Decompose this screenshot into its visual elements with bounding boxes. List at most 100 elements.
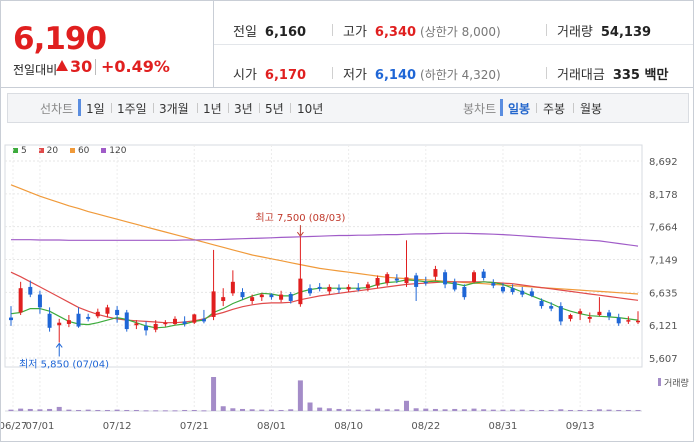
- candle-body: [365, 284, 370, 289]
- legend-ma20: 20: [38, 146, 59, 156]
- high-arrowhead: [296, 231, 304, 237]
- candle-daily[interactable]: 일봉: [508, 102, 531, 116]
- quote-panel: 6,190 전일대비 30 +0.49% 전일 6,160 고가 6,340 (상한가…: [1, 1, 693, 88]
- volume-bar: [162, 410, 168, 412]
- volume-bar: [490, 409, 496, 411]
- period-1d[interactable]: 1일: [86, 102, 105, 116]
- candle-body: [587, 316, 592, 319]
- volume-label: 거래량: [664, 377, 689, 389]
- volume-bar: [191, 409, 197, 411]
- stat-volume: 거래량 54,139: [557, 21, 651, 40]
- candle-body: [288, 293, 293, 301]
- volume-bar: [56, 406, 62, 411]
- candle-body: [433, 269, 438, 277]
- legend-ma120: 120: [101, 146, 126, 156]
- candle-weekly[interactable]: 주봉: [543, 102, 566, 116]
- legend-swatch: [101, 148, 107, 153]
- candle-body: [115, 309, 120, 316]
- period-1w[interactable]: 1주일: [117, 102, 147, 116]
- stat-sub: (상한가 8,000): [420, 25, 501, 39]
- candle-monthly[interactable]: 월봉: [580, 102, 603, 116]
- volume-bar: [249, 409, 255, 411]
- volume-bar: [471, 408, 477, 411]
- period-3y[interactable]: 3년: [234, 102, 253, 116]
- stat-label: 고가: [343, 25, 367, 40]
- legend-swatch: [38, 148, 44, 153]
- volume-bar: [201, 410, 207, 412]
- ma20-line: [10, 271, 639, 324]
- volume-bar: [326, 408, 332, 411]
- price-pane-border: [4, 144, 643, 368]
- volume-bar: [567, 409, 573, 411]
- y-tick-label: 6,635: [649, 288, 678, 299]
- stat-open: 시가 6,170: [233, 64, 306, 83]
- volume-bar: [182, 409, 188, 411]
- legend-label: 20: [46, 146, 59, 156]
- candle-body: [616, 317, 621, 324]
- legend-label: 5: [21, 146, 27, 156]
- candle-body: [423, 281, 428, 284]
- volume-bar: [336, 408, 342, 411]
- period-5y[interactable]: 5년: [265, 102, 284, 116]
- candle-body: [597, 311, 602, 316]
- candle-body: [414, 275, 419, 287]
- stat-value: 6,340: [374, 25, 417, 40]
- volume-bar: [95, 409, 101, 411]
- stat-divider: [546, 24, 547, 36]
- candle-body: [549, 306, 554, 309]
- toolbar-divider: [197, 103, 198, 113]
- candle-body: [404, 277, 409, 284]
- volume-bar: [317, 407, 323, 411]
- volume-bar: [259, 409, 265, 411]
- candle-body: [240, 292, 245, 298]
- change-divider: [95, 59, 96, 75]
- candle-body: [558, 306, 563, 322]
- period-3m[interactable]: 3개월: [159, 102, 189, 116]
- volume-bar: [365, 409, 371, 411]
- x-tick-label: 07/21: [180, 421, 209, 432]
- volume-bar: [18, 408, 24, 411]
- candle-body: [578, 311, 583, 314]
- volume-bar: [104, 409, 110, 411]
- volume-bar: [66, 409, 72, 411]
- volume-legend-swatch: [658, 378, 661, 386]
- volume-bar: [288, 409, 294, 411]
- period-1y[interactable]: 1년: [203, 102, 222, 116]
- volume-bar: [587, 409, 593, 411]
- candlesticks: [9, 237, 640, 343]
- candle-body: [481, 271, 486, 278]
- candle-body: [346, 286, 351, 290]
- legend-label: 120: [109, 146, 127, 156]
- candle-body: [105, 307, 110, 314]
- volume-bar: [297, 380, 303, 411]
- y-tick-label: 7,149: [649, 256, 678, 267]
- volume-bar: [500, 409, 506, 411]
- candle-body: [163, 322, 168, 325]
- x-tick-label: 09/13: [566, 421, 595, 432]
- candle-body: [336, 288, 341, 290]
- candle-body: [182, 321, 187, 324]
- change-label: 전일대비: [13, 63, 58, 77]
- candle-body: [626, 320, 631, 322]
- period-10y[interactable]: 10년: [297, 102, 324, 116]
- x-tick-label: 07/12: [103, 421, 132, 432]
- y-tick-label: 5,607: [649, 354, 678, 365]
- volume-bar: [596, 409, 602, 411]
- chart-toolbar: 선차트 1일 1주일 3개월 1년 3년 5년 10년 봉차트 일봉 주봉 월봉: [7, 93, 689, 123]
- volume-bar: [346, 409, 352, 411]
- candle-active-marker: [500, 99, 503, 116]
- volume-bar: [114, 409, 120, 411]
- toolbar-divider: [228, 103, 229, 113]
- stat-low: 저가 6,140 (하한가 4,320): [343, 64, 501, 83]
- volume-bar: [635, 409, 641, 411]
- volume-bar: [452, 408, 458, 411]
- toolbar-divider: [573, 103, 574, 113]
- candle-body: [529, 291, 534, 296]
- candle-body: [375, 277, 380, 286]
- candle-body: [76, 313, 81, 327]
- volume-bar: [413, 408, 419, 411]
- current-price: 6,190: [13, 21, 107, 57]
- price-box: 6,190 전일대비 30 +0.49%: [1, 1, 214, 87]
- candle-body: [95, 311, 100, 317]
